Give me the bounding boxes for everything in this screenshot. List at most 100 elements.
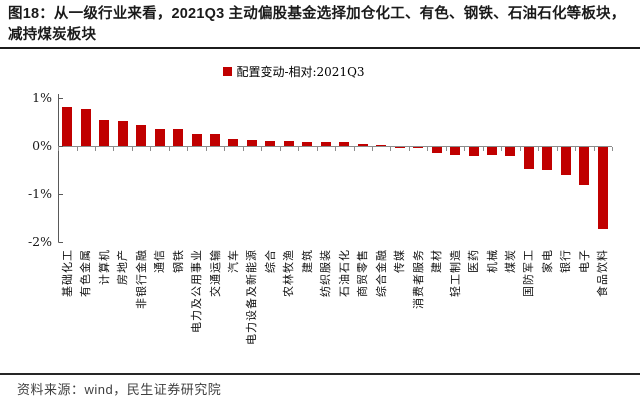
x-category-label: 轻工制造 [448,249,462,297]
bar [228,139,239,146]
x-category-label: 食品饮料 [596,249,610,297]
x-axis-tick [279,147,281,151]
x-axis-tick [150,147,152,151]
bar [210,134,220,146]
x-category-label: 银行 [559,249,573,273]
x-category-label: 电力设备及新能源 [245,249,259,345]
bar [413,147,424,148]
bar [542,147,553,170]
x-category-label: 国防军工 [522,249,536,297]
x-axis-tick [205,147,207,151]
x-axis-tick [390,147,392,151]
x-axis-tick [168,147,170,151]
x-axis-tick [316,147,318,151]
x-category-label: 交通运输 [208,249,222,297]
x-axis-tick [335,147,336,151]
x-category-label: 钢铁 [171,249,185,273]
bar [173,129,183,146]
x-axis-tick [371,147,373,151]
x-category-label: 综合金融 [374,249,388,297]
x-category-label: 传媒 [393,249,407,273]
x-category-label: 电子 [577,249,591,273]
bar [579,147,590,185]
legend-label: 配置变动-相对:2021Q3 [236,65,365,79]
bar [431,147,442,153]
x-axis-tick [575,147,577,151]
bar [246,140,257,146]
legend-marker-icon [223,67,233,76]
figure-title: 图18：从一级行业来看，2021Q3 主动偏股基金选择加仓化工、有色、钢铁、石油… [8,6,626,43]
x-category-label: 农林牧渔 [282,249,296,297]
bar [62,107,73,146]
y-axis-tick [59,194,63,195]
x-category-label: 基础化工 [60,249,74,297]
chart-legend: 配置变动-相对:2021Q3 [0,63,614,80]
x-category-label: 石油石化 [337,249,351,297]
bar [302,142,313,146]
bar [523,147,534,169]
y-axis-line [58,94,59,242]
y-axis-tick-label: -2% [27,234,52,249]
x-axis-tick [76,147,78,151]
x-category-label: 有色金属 [79,249,93,297]
x-axis-tick [242,147,244,151]
bar [265,141,276,146]
footer-divider [0,373,640,375]
x-category-label: 汽车 [226,249,240,273]
bar [136,125,147,146]
y-axis-tick [59,98,63,99]
title-divider [0,47,640,49]
y-axis-tick-label: 1% [32,90,52,105]
x-category-label: 电力及公用事业 [190,249,203,333]
bar [339,142,350,146]
x-category-label: 非银行金融 [134,249,148,309]
x-category-label: 纺织服装 [319,249,333,297]
x-axis-tick [612,147,613,151]
bar [450,147,460,155]
bar [376,145,387,146]
x-category-label: 煤炭 [503,249,517,273]
source-text: 资料来源：wind，民生证券研究院 [17,382,222,397]
x-axis-tick [187,147,189,151]
bar [99,120,110,146]
x-category-label: 医药 [467,249,480,273]
x-axis-tick [427,147,429,151]
x-axis-tick [519,147,521,151]
x-axis-tick [501,147,503,151]
x-category-label: 消费者服务 [411,249,425,309]
x-axis-tick [261,147,263,151]
x-axis-tick [58,147,59,151]
bar [154,129,165,146]
x-category-label: 建筑 [300,249,314,273]
y-axis-tick-label: -1% [27,186,52,201]
bar [191,134,202,146]
x-axis-tick [593,147,595,151]
x-axis-tick [464,147,466,151]
bar [117,121,128,146]
x-axis-tick [538,147,540,151]
x-axis-tick [94,147,96,151]
x-axis-tick [408,147,410,151]
x-category-label: 建材 [430,249,444,273]
x-axis-tick [556,147,558,151]
y-axis-tick [59,242,63,243]
bar [394,147,405,148]
y-axis-tick [59,146,63,147]
x-axis-tick [113,147,115,151]
y-axis-tick-label: 0% [32,138,52,153]
bar [320,142,331,146]
x-category-label: 综合 [263,249,277,273]
x-category-label: 计算机 [97,249,111,285]
x-category-label: 机械 [485,249,499,273]
bar [560,147,571,175]
bar [487,147,497,155]
x-category-label: 家电 [540,249,554,273]
x-axis-tick [482,147,484,151]
x-axis-zero-line [58,146,612,147]
bar [357,144,368,146]
x-axis-tick [353,147,355,151]
bar [283,141,294,146]
bar [468,147,479,156]
x-category-label: 通信 [153,249,167,273]
